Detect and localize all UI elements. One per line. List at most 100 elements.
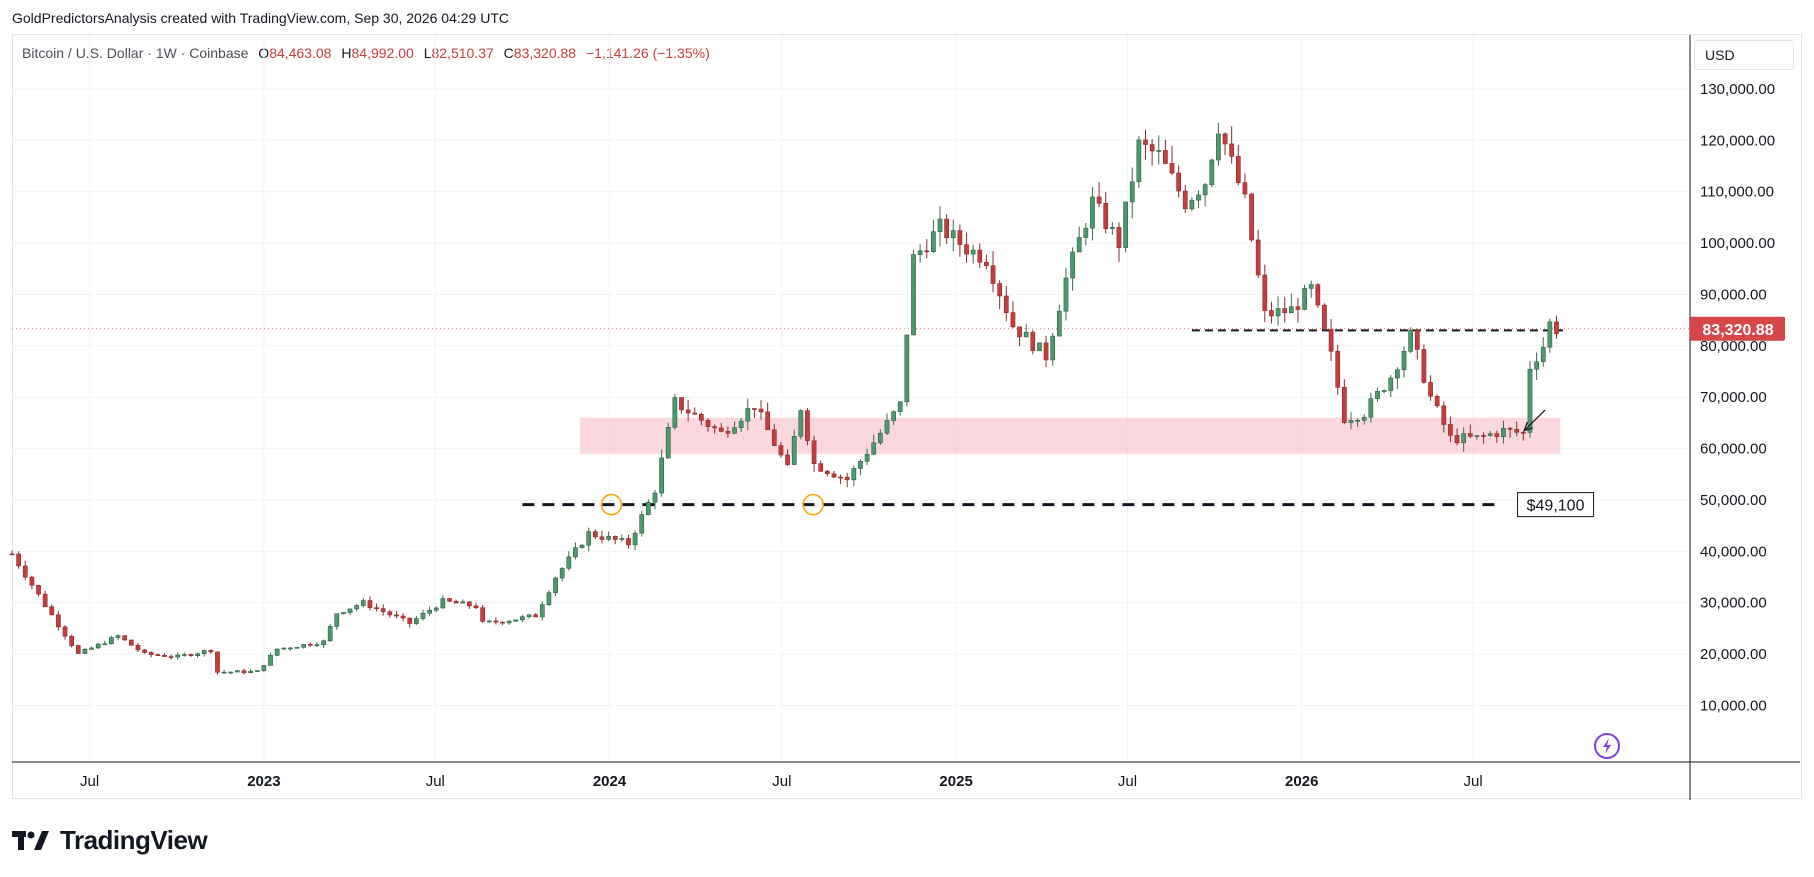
- candle-body: [1288, 306, 1294, 314]
- candle-body: [738, 420, 744, 428]
- candle: [16, 551, 21, 569]
- candle: [1375, 387, 1380, 402]
- candle: [897, 401, 903, 416]
- candle-body: [1540, 346, 1546, 363]
- candle-body: [546, 592, 552, 606]
- last-price-label: 83,320.88: [1702, 322, 1773, 339]
- candle: [1242, 173, 1248, 199]
- candle: [486, 620, 492, 623]
- candle: [374, 603, 379, 612]
- candle-body: [586, 531, 592, 546]
- candle: [1308, 280, 1314, 298]
- candle-body: [1023, 331, 1029, 338]
- candle: [1222, 132, 1228, 156]
- candle-body: [1282, 308, 1288, 314]
- candle-body: [168, 656, 174, 658]
- candle-body: [327, 626, 333, 642]
- candle: [950, 219, 956, 252]
- candle: [1395, 367, 1400, 389]
- candle: [924, 238, 930, 259]
- candle-body: [533, 614, 539, 618]
- candle-body: [824, 470, 830, 475]
- candle-body: [480, 607, 485, 622]
- candle-body: [1189, 199, 1195, 210]
- candle-body: [1454, 435, 1460, 444]
- candle: [931, 219, 936, 254]
- candle-body: [718, 427, 724, 432]
- candle: [1322, 303, 1327, 331]
- candle: [1494, 430, 1500, 443]
- candle-body: [1242, 182, 1248, 195]
- candle-body: [1361, 416, 1367, 421]
- tradingview-logo-text: TradingView: [60, 824, 208, 855]
- candle: [738, 418, 744, 432]
- candle: [1434, 394, 1440, 408]
- candle-body: [1090, 196, 1095, 229]
- candle: [1547, 318, 1553, 353]
- candle: [1136, 136, 1142, 188]
- candle: [347, 608, 353, 616]
- candle: [957, 224, 963, 257]
- candle: [685, 399, 691, 422]
- currency-button[interactable]: USD: [1694, 40, 1794, 70]
- x-tick-label: 2024: [593, 773, 627, 790]
- candle-body: [1076, 237, 1082, 253]
- candle-body: [705, 420, 711, 427]
- candle: [1461, 427, 1467, 452]
- candle-body: [500, 621, 505, 624]
- candle: [1454, 428, 1460, 446]
- candle: [513, 619, 519, 622]
- candle: [539, 601, 545, 621]
- candle: [1520, 430, 1526, 441]
- candle-body: [354, 605, 360, 610]
- candle: [155, 653, 161, 657]
- candle-body: [1322, 304, 1327, 330]
- candle-body: [1441, 405, 1447, 425]
- candle-body: [261, 665, 267, 671]
- candle-body: [1421, 349, 1427, 383]
- x-tick-label: Jul: [80, 773, 99, 790]
- chart-frame: [12, 34, 1802, 799]
- candle: [1507, 426, 1513, 438]
- candle: [1103, 192, 1109, 234]
- candle: [1361, 414, 1367, 425]
- tradingview-logo[interactable]: TradingView: [12, 824, 208, 855]
- candle-body: [626, 538, 631, 546]
- arrow-head: [1523, 421, 1533, 432]
- candle: [334, 613, 340, 630]
- symbol-title[interactable]: Bitcoin / U.S. Dollar · 1W · Coinbase: [22, 45, 249, 61]
- candle-body: [1414, 329, 1420, 350]
- candle-body: [917, 250, 923, 255]
- candle-body: [95, 643, 101, 649]
- candle: [1401, 346, 1407, 378]
- candle-body: [1520, 431, 1526, 434]
- candle-body: [367, 600, 373, 608]
- candle-body: [984, 261, 989, 266]
- candle: [1143, 129, 1148, 160]
- candle: [1209, 158, 1215, 188]
- candle: [500, 621, 505, 625]
- candle: [288, 646, 293, 651]
- candle-body: [884, 420, 890, 434]
- candle-body: [1116, 227, 1122, 248]
- candle-body: [1196, 194, 1201, 201]
- candle: [1249, 192, 1254, 242]
- candle: [1501, 420, 1506, 444]
- candle-body: [1467, 433, 1473, 437]
- candle: [990, 251, 996, 293]
- candle: [321, 639, 326, 648]
- zone-layer: [580, 417, 1561, 454]
- candle-body: [162, 655, 167, 657]
- candle-body: [599, 536, 605, 540]
- candle-body: [1428, 382, 1433, 397]
- candle-body: [725, 431, 731, 434]
- candle-body: [891, 411, 896, 421]
- candle: [1070, 247, 1075, 291]
- candle-body: [228, 671, 234, 674]
- circle-marker: [802, 493, 824, 516]
- candle-body: [1216, 133, 1221, 161]
- candle-body: [592, 531, 598, 538]
- candle-body: [1434, 395, 1440, 407]
- candle-body: [1003, 295, 1009, 313]
